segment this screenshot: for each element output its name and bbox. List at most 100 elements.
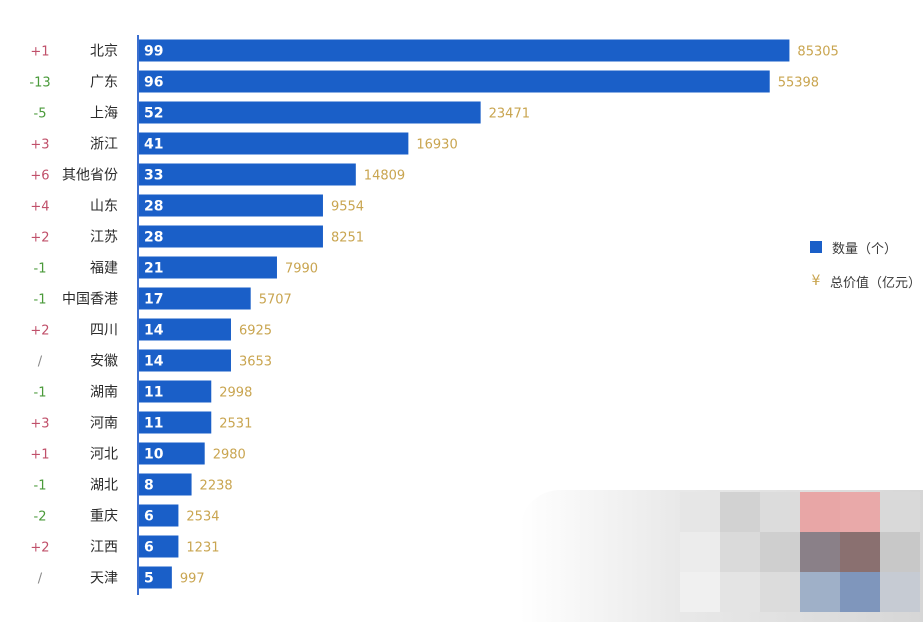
bar	[139, 39, 790, 62]
bar-value-label: 16930	[416, 138, 457, 153]
bar-value-label: 1231	[186, 541, 219, 556]
bar-value-label: 85305	[797, 45, 838, 60]
mosaic-tile	[680, 492, 720, 532]
change-label: +3	[30, 138, 49, 153]
category-label: 中国香港	[62, 292, 118, 308]
change-label: -1	[34, 479, 47, 494]
category-label: 山东	[90, 199, 118, 215]
change-label: +2	[30, 541, 49, 556]
bar	[139, 411, 212, 434]
change-label: -1	[34, 386, 47, 401]
legend: 数量（个） ¥ 总价值（亿元）	[810, 237, 921, 305]
mosaic-tile	[760, 532, 800, 572]
bar-value-label: 14809	[364, 169, 405, 184]
mosaic-tile	[800, 572, 840, 612]
mosaic-tile	[880, 532, 920, 572]
bar-count-label: 28	[144, 199, 163, 215]
bar-value-label: 23471	[489, 107, 530, 122]
mosaic-tile	[880, 572, 920, 612]
mosaic-tile	[720, 492, 760, 532]
bar-value-label: 6925	[239, 324, 272, 339]
bar-value-label: 2531	[219, 417, 252, 432]
change-label: -1	[34, 262, 47, 277]
bar-value-label: 55398	[778, 76, 819, 91]
category-label: 江西	[90, 540, 118, 556]
category-label: 湖南	[90, 385, 118, 401]
bar	[139, 163, 356, 186]
legend-item-value: ¥ 总价值（亿元）	[810, 271, 921, 291]
bar-value-label: 2998	[219, 386, 252, 401]
category-label: 天津	[90, 571, 118, 587]
change-label: +3	[30, 417, 49, 432]
bar-value-label: 2238	[200, 479, 233, 494]
category-label: 安徽	[90, 354, 118, 370]
mosaic-tile	[720, 532, 760, 572]
bar-value-label: 5707	[259, 293, 292, 308]
legend-item-count: 数量（个）	[810, 237, 921, 257]
change-label: +2	[30, 324, 49, 339]
category-label: 江苏	[90, 230, 118, 246]
legend-swatch-count	[810, 241, 822, 253]
bars-layer: +1 北京 99 85305 -13 广东 96 55398 -5 上海 52 23471 +3 浙江 41…	[29, 35, 839, 595]
mosaic-tile	[880, 492, 920, 532]
bar	[139, 566, 172, 589]
bar	[139, 225, 323, 248]
bar-count-label: 6	[144, 540, 154, 556]
change-label: -5	[34, 107, 47, 122]
bar-count-label: 21	[144, 261, 163, 277]
change-label: -13	[29, 76, 50, 91]
bar-count-label: 99	[144, 44, 163, 60]
bar	[139, 349, 231, 372]
change-label: +1	[30, 448, 49, 463]
category-label: 其他省份	[62, 168, 118, 184]
mosaic-tile	[680, 572, 720, 612]
mosaic-tile	[800, 532, 840, 572]
bar-value-label: 8251	[331, 231, 364, 246]
yen-icon: ¥	[811, 273, 821, 289]
category-label: 河南	[90, 416, 118, 432]
category-label: 河北	[90, 447, 118, 463]
change-label: -1	[34, 293, 47, 308]
bar-value-label: 2534	[186, 510, 219, 525]
legend-label-count: 数量（个）	[832, 241, 898, 257]
change-label: +1	[30, 45, 49, 60]
mosaic-tile	[760, 492, 800, 532]
bar-value-label: 7990	[285, 262, 318, 277]
bar	[139, 473, 192, 496]
bar-count-label: 41	[144, 137, 163, 153]
bar-count-label: 10	[144, 447, 164, 463]
change-label: +4	[30, 200, 49, 215]
bar-value-label: 2980	[213, 448, 246, 463]
category-label: 浙江	[90, 137, 118, 153]
bar-count-label: 28	[144, 230, 163, 246]
bar-count-label: 5	[144, 571, 154, 587]
bar-count-label: 17	[144, 292, 163, 308]
category-label: 上海	[90, 106, 118, 122]
bar	[139, 132, 409, 155]
bar	[139, 70, 770, 93]
bar	[139, 101, 481, 124]
bar	[139, 535, 179, 558]
bar-count-label: 8	[144, 478, 154, 494]
mosaic-tile	[840, 572, 880, 612]
bar	[139, 380, 212, 403]
category-label: 北京	[90, 44, 118, 60]
change-label: +6	[30, 169, 49, 184]
bar-value-label: 997	[180, 572, 205, 587]
change-label: /	[38, 355, 43, 370]
mosaic-tile	[720, 572, 760, 612]
bar	[139, 194, 323, 217]
category-label: 广东	[90, 75, 118, 91]
bar-count-label: 11	[144, 416, 163, 432]
bar-count-label: 52	[144, 106, 163, 122]
bar	[139, 256, 277, 279]
bar-count-label: 14	[144, 323, 164, 339]
mosaic-tile	[840, 532, 880, 572]
mosaic-tile	[760, 572, 800, 612]
bar	[139, 318, 231, 341]
bar-value-label: 3653	[239, 355, 272, 370]
bar-count-label: 6	[144, 509, 154, 525]
change-label: +2	[30, 231, 49, 246]
change-label: /	[38, 572, 43, 587]
